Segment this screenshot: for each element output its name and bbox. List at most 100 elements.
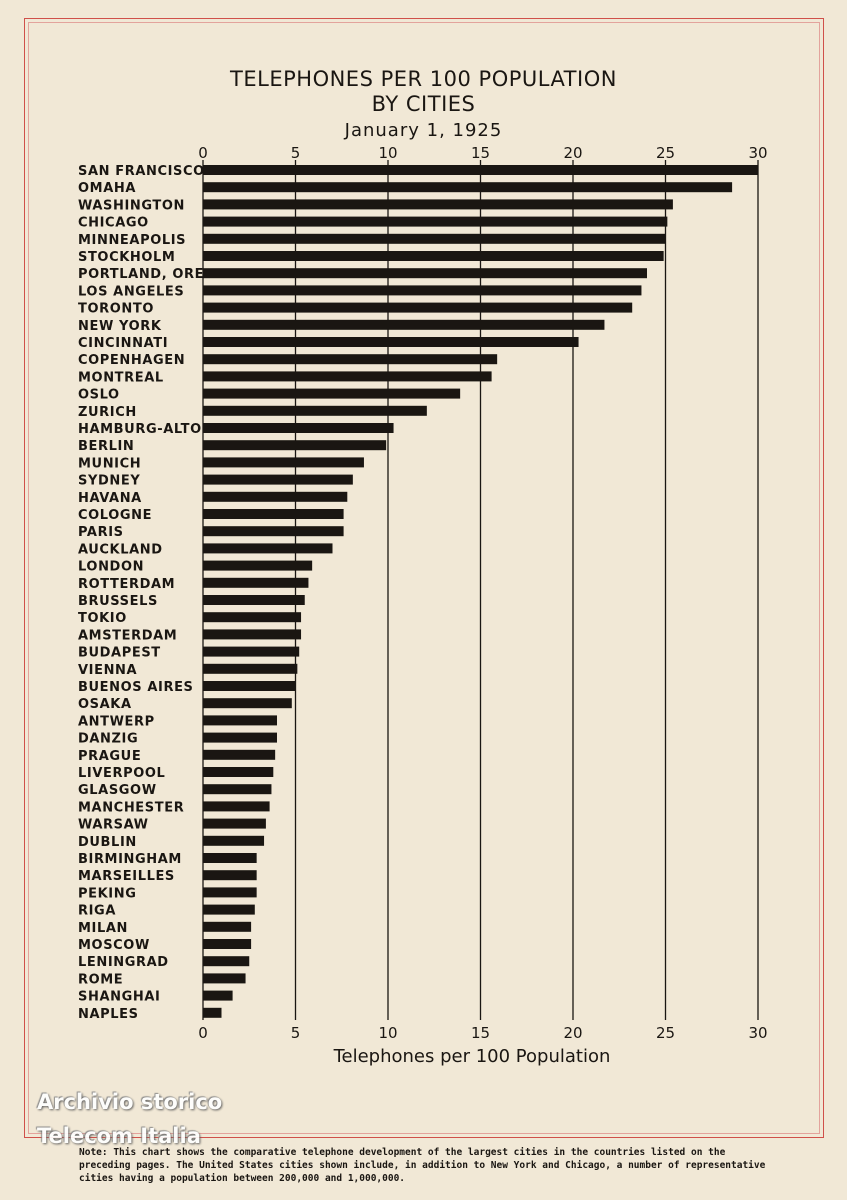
category-label-oslo: OSLO — [78, 388, 120, 403]
category-label-glasgow: GLASGOW — [78, 783, 157, 798]
page-frame-inner — [28, 22, 820, 1134]
category-label-rome: ROME — [78, 972, 123, 987]
category-label-auckland: AUCKLAND — [78, 542, 163, 557]
bar-minneapolis — [203, 233, 666, 244]
category-label-milan: MILAN — [78, 921, 128, 936]
bar-vienna — [203, 663, 298, 674]
bar-havana — [203, 491, 348, 502]
category-label-budapest: BUDAPEST — [78, 646, 161, 661]
category-label-cologne: COLOGNE — [78, 508, 152, 523]
bar-antwerp — [203, 715, 277, 726]
category-label-copenhagen: COPENHAGEN — [78, 353, 185, 368]
x-tick-label-top-15: 15 — [471, 144, 490, 162]
bar-cologne — [203, 509, 344, 519]
x-tick-label-top-5: 5 — [291, 144, 301, 162]
category-label-new-york: NEW YORK — [78, 319, 162, 334]
x-tick-label-bottom-0: 0 — [198, 1024, 208, 1042]
bar-marseilles — [203, 870, 257, 881]
bar-prague — [203, 749, 276, 760]
bar-danzig — [203, 732, 277, 743]
bar-rotterdam — [203, 577, 309, 588]
bar-stockholm — [203, 251, 664, 261]
bar-omaha — [203, 182, 733, 193]
category-label-cincinnati: CINCINNATI — [78, 336, 168, 351]
bar-buenos-aires — [203, 681, 296, 691]
bar-glasgow — [203, 784, 272, 795]
category-label-prague: PRAGUE — [78, 749, 141, 764]
x-tick-label-bottom-20: 20 — [563, 1024, 582, 1042]
bar-london — [203, 560, 313, 571]
category-label-brussels: BRUSSELS — [78, 594, 158, 609]
category-label-berlin: BERLIN — [78, 439, 134, 454]
category-label-leningrad: LENINGRAD — [78, 955, 169, 970]
page-frame — [24, 18, 824, 1138]
category-label-birmingham: BIRMINGHAM — [78, 852, 182, 867]
category-label-hamburg-altona: HAMBURG-ALTONA — [78, 422, 224, 437]
bar-washington — [203, 199, 673, 210]
bar-sydney — [203, 474, 353, 485]
x-axis-title: Telephones per 100 Population — [333, 1046, 611, 1067]
category-label-zurich: ZURICH — [78, 405, 137, 420]
bar-shanghai — [203, 990, 233, 1001]
category-label-dublin: DUBLIN — [78, 835, 137, 850]
x-tick-label-top-25: 25 — [656, 144, 675, 162]
x-tick-label-bottom-15: 15 — [471, 1024, 490, 1042]
category-label-stockholm: STOCKHOLM — [78, 250, 175, 265]
category-label-portland-ore: PORTLAND, ORE. — [78, 267, 210, 282]
category-label-munich: MUNICH — [78, 456, 141, 471]
chart-title-line-2: BY CITIES — [371, 92, 476, 116]
x-tick-label-top-10: 10 — [378, 144, 397, 162]
watermark-line-1: Archivio storico — [37, 1090, 223, 1114]
category-label-san-francisco: SAN FRANCISCO — [78, 164, 205, 179]
bar-liverpool — [203, 767, 274, 777]
bar-munich — [203, 457, 364, 468]
x-tick-label-bottom-10: 10 — [378, 1024, 397, 1042]
category-label-toronto: TORONTO — [78, 302, 154, 317]
category-label-sydney: SYDNEY — [78, 474, 140, 489]
bar-rome — [203, 973, 246, 984]
x-tick-label-bottom-5: 5 — [291, 1024, 301, 1042]
category-label-liverpool: LIVERPOOL — [78, 766, 165, 781]
category-label-danzig: DANZIG — [78, 732, 138, 747]
category-label-peking: PEKING — [78, 886, 136, 901]
bar-zurich — [203, 405, 427, 416]
category-label-omaha: OMAHA — [78, 181, 136, 196]
category-label-manchester: MANCHESTER — [78, 800, 184, 815]
bar-berlin — [203, 440, 387, 451]
bar-los-angeles — [203, 285, 642, 296]
bar-cincinnati — [203, 337, 579, 347]
category-label-minneapolis: MINNEAPOLIS — [78, 233, 186, 248]
category-label-marseilles: MARSEILLES — [78, 869, 175, 884]
x-tick-label-bottom-25: 25 — [656, 1024, 675, 1042]
bar-riga — [203, 904, 255, 915]
category-label-antwerp: ANTWERP — [78, 714, 155, 729]
chart-title-line-1: TELEPHONES PER 100 POPULATION — [230, 67, 617, 91]
category-label-shanghai: SHANGHAI — [78, 990, 160, 1005]
category-label-chicago: CHICAGO — [78, 216, 149, 231]
category-label-vienna: VIENNA — [78, 663, 137, 678]
category-label-osaka: OSAKA — [78, 697, 132, 712]
bar-copenhagen — [203, 354, 498, 365]
watermark-line-2: Telecom Italia — [37, 1124, 201, 1148]
x-tick-label-top-30: 30 — [748, 144, 767, 162]
bar-oslo — [203, 388, 461, 399]
bar-moscow — [203, 939, 252, 949]
category-label-riga: RIGA — [78, 904, 116, 919]
bar-budapest — [203, 646, 300, 657]
bar-auckland — [203, 543, 333, 554]
bar-dublin — [203, 835, 265, 846]
category-label-paris: PARIS — [78, 525, 124, 540]
footnote: Note: This chart shows the comparative t… — [79, 1147, 766, 1184]
bar-naples — [203, 1007, 222, 1018]
category-label-moscow: MOSCOW — [78, 938, 150, 953]
category-label-amsterdam: AMSTERDAM — [78, 628, 177, 643]
category-label-los-angeles: LOS ANGELES — [78, 284, 184, 299]
chart-date: January 1, 1925 — [344, 120, 503, 141]
category-label-rotterdam: ROTTERDAM — [78, 577, 175, 592]
category-label-havana: HAVANA — [78, 491, 142, 506]
category-label-montreal: MONTREAL — [78, 370, 164, 385]
x-tick-label-top-0: 0 — [198, 144, 208, 162]
category-label-buenos-aires: BUENOS AIRES — [78, 680, 194, 695]
bar-chicago — [203, 216, 668, 227]
